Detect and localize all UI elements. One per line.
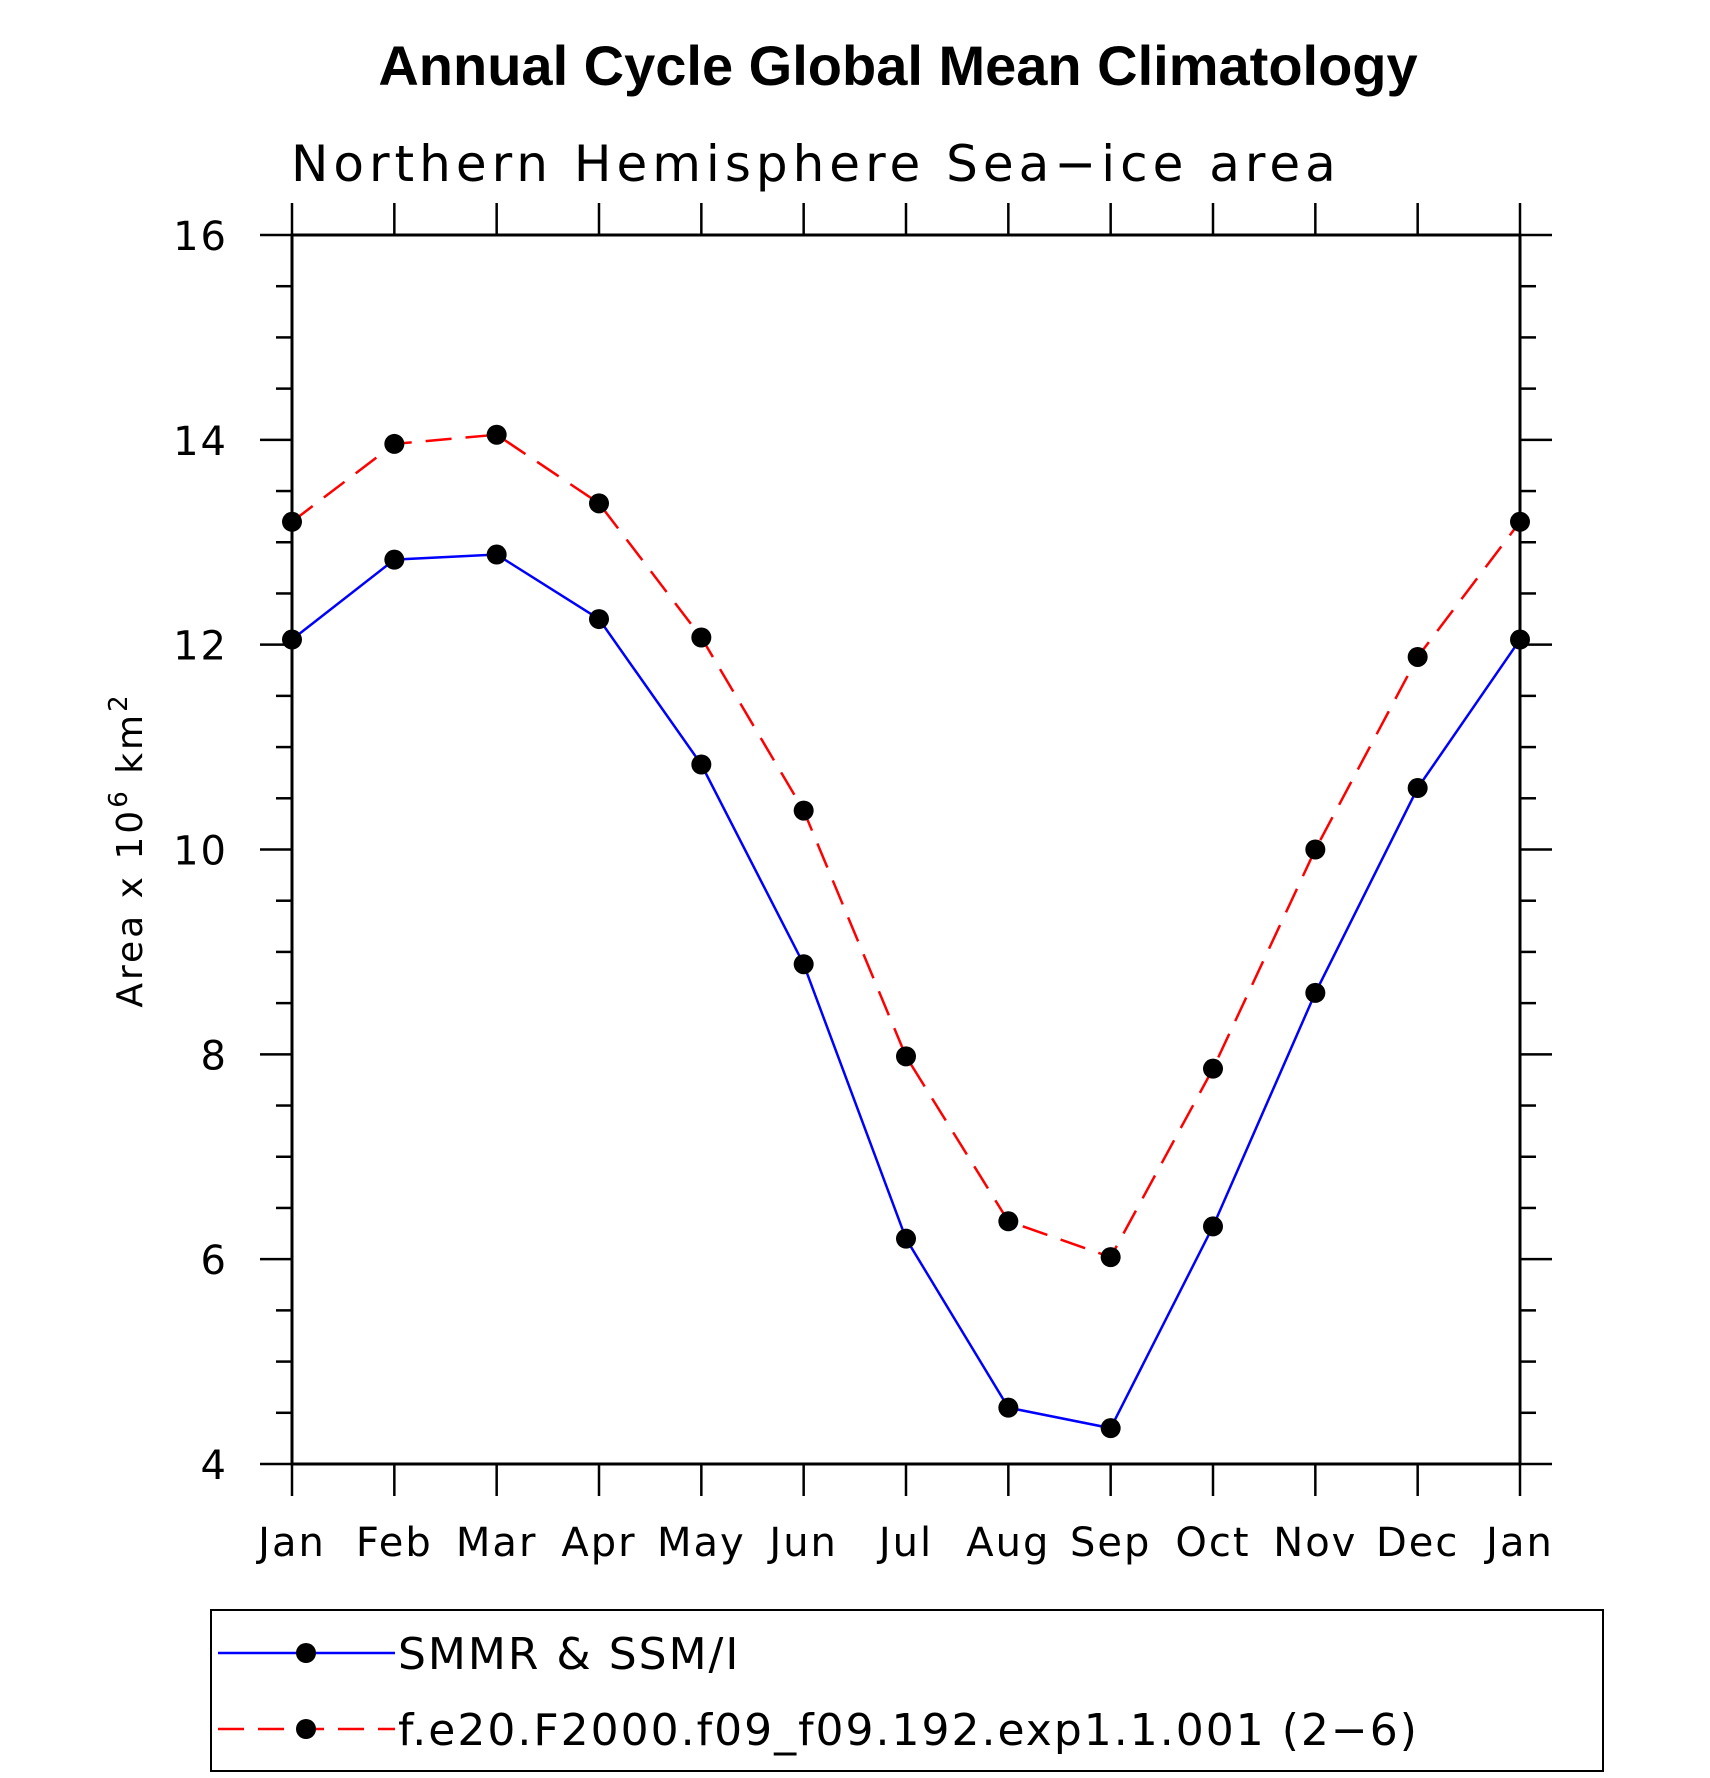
chart-title: Annual Cycle Global Mean Climatology — [378, 34, 1417, 97]
y-axis-label-unit: km — [110, 712, 151, 788]
series-line-1 — [291, 553, 1522, 1430]
series-1-point — [589, 609, 609, 630]
y-tick-label: 14 — [173, 419, 228, 465]
y-tick-label: 16 — [173, 214, 228, 260]
x-axis: Jan Feb Mar Apr May Jun Jul Aug Sep Oct Nov Dec Jan — [255, 203, 1554, 1566]
series-2-point — [998, 1211, 1019, 1232]
y-axis: 4 6 8 10 12 14 16 — [173, 214, 1552, 1489]
series-1-point — [896, 1228, 916, 1249]
y-axis-label-exponent: 6 — [104, 788, 134, 808]
x-tick-label: May — [657, 1520, 746, 1566]
legend: SMMR & SSM/I f.e20.F2000.f09_f09.192.exp… — [210, 1609, 1604, 1772]
series-1-point — [1510, 629, 1530, 650]
x-tick-label: Jan — [255, 1520, 326, 1566]
y-axis-label-base: Area x 10 — [110, 808, 151, 1008]
series-2-point — [691, 627, 712, 648]
x-tick-label: Jul — [876, 1520, 933, 1566]
y-tick-label: 6 — [201, 1238, 228, 1284]
series-2-point — [1407, 646, 1428, 667]
series-2-point — [1203, 1058, 1223, 1079]
plot-frame — [290, 233, 1522, 1466]
series-2-point — [793, 800, 814, 821]
series-2-point — [896, 1046, 916, 1067]
series-1-point — [998, 1397, 1019, 1418]
y-tick-label: 8 — [201, 1033, 228, 1079]
legend-marker-series-2 — [296, 1719, 316, 1739]
series-layer — [282, 424, 1530, 1439]
x-tick-label: Oct — [1175, 1520, 1250, 1566]
x-tick-label: Aug — [966, 1520, 1050, 1566]
legend-label-series-1: SMMR & SSM/I — [398, 1629, 740, 1680]
series-1-point — [793, 954, 814, 975]
series-2-point — [282, 511, 302, 532]
x-tick-label: Sep — [1070, 1520, 1151, 1566]
series-2-point — [1100, 1247, 1121, 1268]
x-tick-label: Jun — [766, 1520, 838, 1566]
series-1-point — [1203, 1216, 1223, 1237]
y-axis-label: Area x 106 km2 — [104, 692, 151, 1007]
x-tick-label: Jan — [1483, 1520, 1554, 1566]
series-2-point — [1305, 839, 1326, 860]
x-tick-label: Dec — [1376, 1520, 1459, 1566]
series-line-2 — [291, 433, 1521, 1259]
series-1-point — [282, 629, 302, 650]
series-2-point — [486, 424, 507, 445]
x-tick-label: Feb — [356, 1520, 433, 1566]
series-2-point — [1510, 511, 1530, 532]
series-1-point — [1100, 1418, 1121, 1439]
x-tick-label: Nov — [1273, 1520, 1357, 1566]
series-1-point — [1407, 778, 1428, 799]
series-2-point — [589, 493, 609, 514]
x-tick-label: Apr — [561, 1520, 636, 1566]
series-1-point — [1305, 982, 1326, 1003]
y-axis-label-unit-exponent: 2 — [104, 692, 134, 712]
x-tick-label: Mar — [456, 1520, 537, 1566]
y-tick-label: 10 — [173, 829, 228, 875]
legend-marker-series-1 — [296, 1643, 316, 1663]
legend-box — [210, 1609, 1604, 1772]
series-1-point — [691, 754, 712, 775]
series-2-point — [384, 433, 405, 454]
y-tick-label: 4 — [201, 1443, 228, 1489]
y-tick-label: 12 — [173, 624, 228, 670]
legend-label-series-2: f.e20.F2000.f09_f09.192.exp1.1.001 (2−6) — [398, 1705, 1419, 1756]
series-1-point — [486, 544, 507, 565]
chart-subtitle: Northern Hemisphere Sea−ice area — [291, 135, 1341, 193]
series-1-point — [384, 549, 405, 570]
